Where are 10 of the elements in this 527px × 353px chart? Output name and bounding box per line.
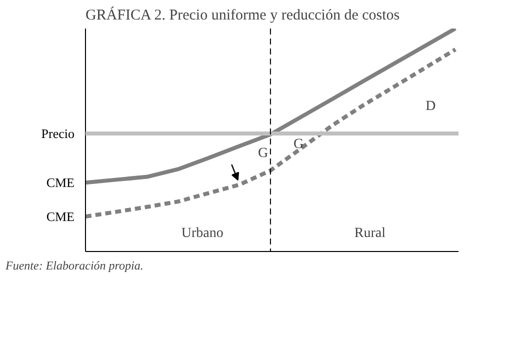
series-label: CME <box>46 175 75 190</box>
annotation: Rural <box>354 226 386 242</box>
annotation: Urbano <box>181 226 224 242</box>
annotation: G <box>294 136 304 152</box>
chart-title: GRÁFICA 2. Precio uniforme y reducción de costos <box>86 6 400 24</box>
series-label: CME <box>46 208 75 224</box>
annotation: G <box>258 146 268 161</box>
annotation: D <box>426 99 436 114</box>
ref-line-label: Precio <box>41 126 75 142</box>
source-note: Fuente: Elaboración propia. <box>4 258 144 272</box>
